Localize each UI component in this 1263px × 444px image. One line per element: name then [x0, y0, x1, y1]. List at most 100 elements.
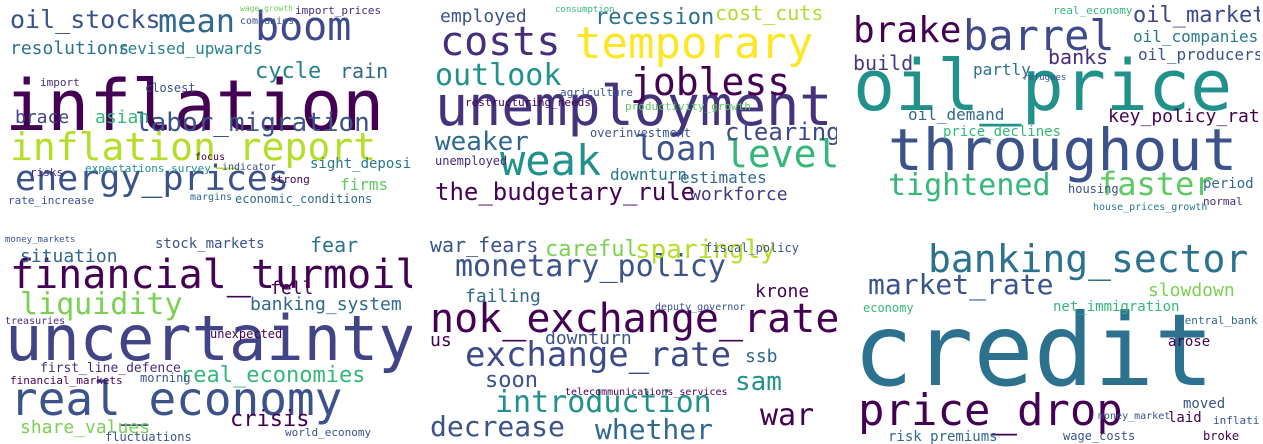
word: jobless [630, 60, 790, 104]
word: clearing [725, 118, 841, 146]
word: uncertainty [5, 302, 416, 375]
word: brake [853, 10, 961, 51]
word: focus [195, 152, 225, 163]
word: rain [340, 59, 388, 83]
word: agriculture [560, 86, 633, 99]
word: outlook [435, 58, 561, 93]
word: build [853, 51, 913, 75]
word: market_rate [868, 268, 1053, 302]
word: fell [270, 278, 313, 299]
word: recession [595, 5, 714, 30]
word: restructuring_needs [465, 96, 591, 109]
word: workforce [690, 184, 788, 205]
word: real_economy [1053, 4, 1133, 17]
word: crisis [230, 407, 309, 432]
word: banks [1048, 45, 1108, 69]
word: downturn [545, 328, 632, 349]
word: throughout [888, 116, 1237, 184]
word: period [1203, 176, 1254, 192]
word: oil_companies [1133, 27, 1258, 46]
word: risk_premiums [888, 429, 998, 444]
word: telecommunications_services [565, 387, 728, 398]
word: deputy_governor [655, 302, 745, 313]
word: financial_turmoil [10, 252, 419, 298]
word: key_policy_rate [1108, 106, 1263, 127]
word: import_prices [295, 4, 381, 17]
word: overinvestment [590, 126, 691, 140]
word: nok_exchange_rate [430, 296, 839, 342]
word: loan [635, 129, 717, 169]
word: banking_sector [928, 237, 1248, 282]
word: exchange_rate [465, 335, 731, 375]
word: inflation [1213, 414, 1263, 427]
word: economy [863, 301, 914, 315]
word: barrel [963, 11, 1115, 60]
word: war [760, 398, 814, 433]
word: careful [545, 237, 638, 262]
word: expectations_survey [85, 162, 211, 175]
word: ssb [745, 346, 778, 367]
word: first_line_defence [40, 361, 181, 376]
word: level [725, 132, 839, 176]
word: oil_demand [908, 105, 1004, 124]
word: treasuries [5, 316, 65, 327]
word: central_bank [1178, 314, 1258, 327]
word: whether [595, 413, 713, 444]
word: price_drop [858, 385, 1123, 436]
word: labor_migration [135, 108, 370, 138]
word: oil_price [853, 45, 1232, 127]
word: sam [735, 367, 782, 397]
word: weak [500, 136, 601, 185]
word: unemployment [435, 74, 832, 138]
word: credit [853, 292, 1214, 409]
word: the_budgetary_rule [435, 178, 695, 206]
word: energy_prices [15, 159, 289, 199]
word: strong [270, 173, 310, 186]
word: oil_producers [1138, 45, 1263, 64]
word: companies [240, 16, 294, 27]
word: tightened [888, 168, 1051, 203]
word: import [40, 76, 80, 89]
word: situation [20, 246, 118, 267]
word: financial_markets [10, 374, 123, 387]
word: risks [30, 166, 63, 179]
word: partly [973, 60, 1031, 79]
word: krone [755, 281, 809, 302]
word: inflation [5, 65, 384, 147]
word: firms [340, 175, 388, 194]
word: closest [145, 81, 196, 95]
word: revised_upwards [118, 39, 263, 58]
word: moved [1183, 396, 1225, 412]
word: unemployed [435, 154, 507, 168]
word: sight_deposit [310, 156, 420, 172]
word: decrease [430, 410, 565, 443]
word: employed [440, 6, 527, 27]
word: wage_costs [1063, 429, 1135, 443]
word: weaker [435, 127, 529, 157]
word: cycle [255, 59, 321, 84]
word: asian [95, 107, 149, 128]
word: house_prices_growth [1093, 202, 1207, 213]
word: stock_markets [155, 236, 265, 252]
word: refugees [1023, 73, 1066, 83]
word: oil_stocks [10, 5, 161, 34]
word-cloud: nok_exchange_ratemonetary_policycarefuls… [430, 233, 839, 444]
word: arose [1168, 334, 1210, 350]
word: soon [485, 368, 538, 393]
word: margins [190, 192, 232, 203]
word: consumption [555, 5, 615, 15]
word: broke [1203, 429, 1239, 443]
word: fluctuations [105, 430, 192, 444]
word: money_market [1098, 411, 1170, 422]
word: war_fears [430, 233, 538, 257]
word: productivity_growth [625, 100, 751, 113]
word: us [430, 330, 452, 351]
word: mean [158, 2, 235, 40]
word: money_markets [5, 235, 75, 245]
word: morning [140, 371, 191, 385]
